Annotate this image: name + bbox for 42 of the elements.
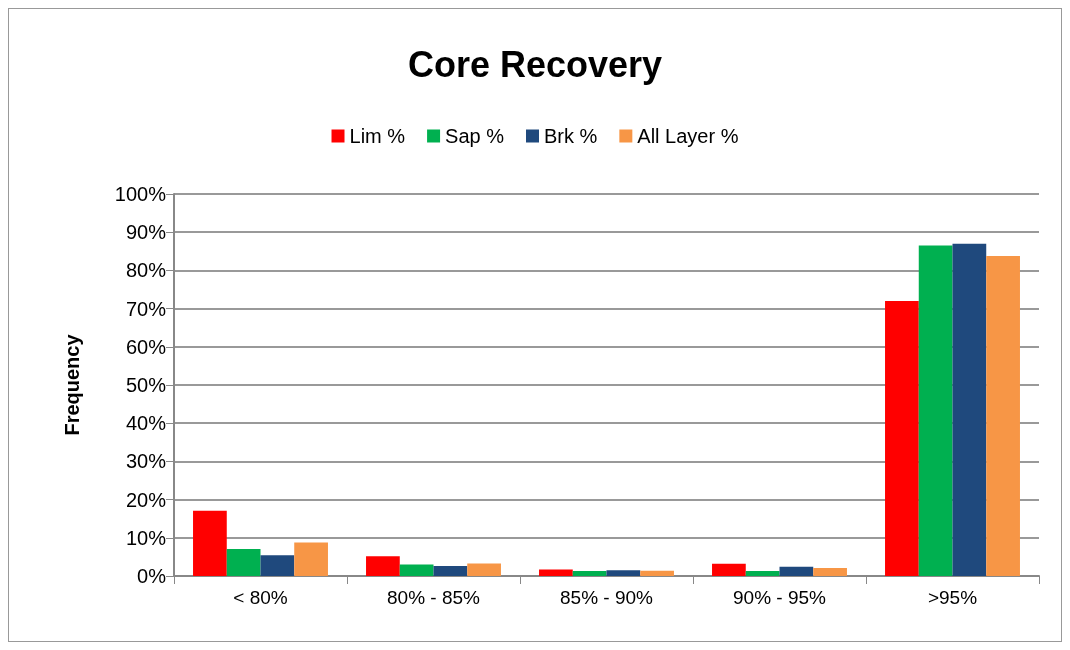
bar	[433, 566, 468, 576]
bar	[986, 255, 1020, 576]
bar	[606, 570, 641, 576]
bar	[952, 243, 987, 576]
y-tick-label: 20%	[125, 488, 167, 511]
bar	[745, 571, 780, 576]
bar	[885, 300, 919, 576]
y-tick-label: 40%	[125, 412, 167, 435]
bar	[294, 542, 328, 576]
bar	[467, 563, 501, 576]
bar	[366, 556, 400, 576]
bar	[712, 563, 746, 576]
bar	[260, 555, 295, 576]
y-tick-label: 50%	[125, 374, 167, 396]
y-tick-label: 10%	[125, 526, 167, 549]
y-tick-label: 0%	[137, 565, 167, 587]
chart-title: Core Recovery	[407, 43, 663, 85]
legend-label: Sap %	[445, 125, 505, 147]
bar	[193, 510, 227, 576]
legend-label: Brk %	[544, 125, 598, 147]
y-tick-label: 30%	[125, 450, 167, 473]
legend-label: Lim %	[349, 125, 406, 147]
y-tick-label: 90%	[125, 221, 167, 244]
bar	[399, 564, 434, 576]
y-tick-label: 60%	[125, 335, 167, 358]
bar	[918, 245, 953, 576]
y-tick-label: 80%	[125, 259, 167, 282]
x-tick-label: 90% - 95%	[733, 587, 827, 608]
legend-label: All Layer %	[637, 125, 739, 147]
bar	[813, 567, 847, 576]
bar	[226, 548, 261, 576]
bar	[640, 570, 674, 576]
x-tick-label: < 80%	[233, 587, 288, 608]
x-tick-label: >95%	[927, 587, 978, 608]
y-tick-label: 100%	[114, 183, 167, 205]
y-axis-title: Frequency	[61, 333, 83, 436]
bar	[539, 569, 573, 576]
y-tick-label: 70%	[125, 297, 167, 320]
bar	[572, 571, 607, 576]
bar	[779, 566, 814, 576]
x-tick-label: 80% - 85%	[387, 587, 481, 608]
x-tick-label: 85% - 90%	[560, 587, 654, 608]
